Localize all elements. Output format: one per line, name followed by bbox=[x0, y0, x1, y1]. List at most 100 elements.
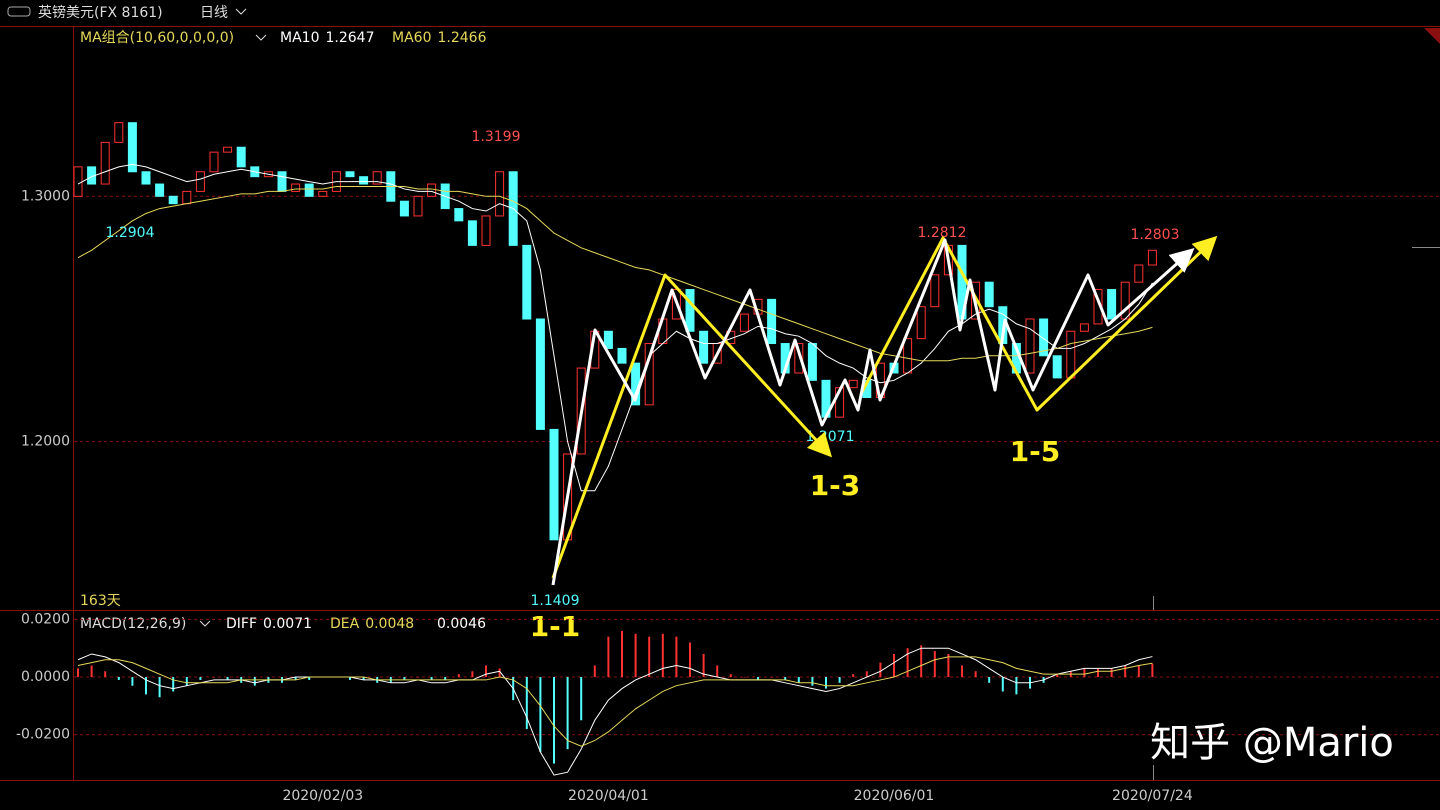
legend-name: DIFF bbox=[226, 616, 257, 632]
x-tick-label: 2020/06/01 bbox=[854, 788, 935, 804]
macd-bar bbox=[1001, 677, 1004, 692]
y-tick-label: 0.0200 bbox=[21, 611, 70, 627]
macd-bar bbox=[417, 677, 419, 678]
frame bbox=[0, 26, 1440, 781]
candle-body bbox=[617, 347, 627, 364]
candle-body bbox=[291, 183, 301, 192]
macd-bar bbox=[825, 677, 827, 689]
extreme-label: 1.1409 bbox=[531, 593, 580, 609]
macd-bar bbox=[553, 677, 555, 764]
macd-bar bbox=[607, 636, 610, 678]
candle-body bbox=[304, 183, 314, 197]
extreme-label: 1.2812 bbox=[918, 225, 967, 241]
macd-bar bbox=[471, 671, 474, 678]
ma-line bbox=[77, 185, 1153, 362]
legend-name: MA60 bbox=[392, 30, 431, 46]
macd-bar bbox=[226, 677, 229, 680]
macd-bar bbox=[1124, 665, 1127, 678]
macd-bar bbox=[253, 677, 256, 686]
legend-value: 0.0071 bbox=[263, 616, 312, 632]
legend-name: DEA bbox=[330, 616, 360, 632]
y-tick-label: -0.0200 bbox=[16, 727, 70, 743]
y-tick-label: 1.3000 bbox=[21, 188, 70, 204]
macd-title[interactable]: MACD(12,26,9) bbox=[80, 616, 186, 632]
candle-body bbox=[141, 171, 151, 185]
candle-body bbox=[236, 146, 246, 168]
macd-bar bbox=[498, 668, 501, 678]
candle-body bbox=[399, 200, 409, 217]
extreme-label: 1.2803 bbox=[1131, 227, 1180, 243]
y-tick-label: 1.2000 bbox=[21, 434, 70, 450]
macd-bar bbox=[784, 677, 787, 680]
candle-body bbox=[454, 208, 464, 222]
macd-bar bbox=[593, 665, 596, 678]
candle-body bbox=[903, 338, 913, 374]
day-count: 163天 bbox=[80, 593, 121, 609]
wave-label: 1-5 bbox=[1010, 435, 1061, 468]
macd-bar bbox=[893, 653, 895, 678]
macd-bar bbox=[879, 662, 882, 678]
macd-bar bbox=[933, 651, 936, 678]
macd-bar bbox=[294, 677, 297, 680]
macd-bar bbox=[145, 677, 147, 695]
macd-bar bbox=[199, 677, 202, 680]
legend-value: 0.0048 bbox=[365, 616, 414, 632]
x-tick-label: 2020/02/03 bbox=[282, 788, 363, 804]
candle-body bbox=[372, 171, 382, 185]
macd-bar bbox=[580, 677, 583, 721]
candle-body bbox=[481, 215, 491, 246]
macd-bar bbox=[906, 648, 909, 678]
candle-body bbox=[794, 343, 804, 374]
macd-bar bbox=[430, 677, 433, 680]
legend-value: 1.2466 bbox=[437, 30, 486, 46]
candle-body bbox=[1134, 264, 1144, 283]
link-icon bbox=[7, 6, 31, 17]
macd-bar bbox=[675, 636, 678, 678]
macd-bar bbox=[1097, 668, 1099, 678]
candle-body bbox=[767, 298, 777, 345]
macd-bar bbox=[485, 665, 487, 678]
macd-bar bbox=[131, 677, 134, 686]
extreme-label: 1.3199 bbox=[472, 129, 521, 145]
legend-value: 1.2647 bbox=[325, 30, 374, 46]
candle-body bbox=[168, 195, 178, 205]
macd-bar bbox=[1151, 663, 1154, 678]
instrument-title: 英镑美元(FX 8161) bbox=[38, 4, 163, 21]
macd-bar bbox=[621, 630, 623, 678]
macd-bar bbox=[988, 677, 991, 683]
macd-bar bbox=[865, 671, 868, 678]
macd-bar bbox=[770, 677, 773, 678]
macd-bar bbox=[852, 674, 855, 678]
candle-body bbox=[1039, 318, 1049, 357]
macd-bar bbox=[90, 665, 93, 678]
macd-bar bbox=[1056, 674, 1059, 678]
wave-label: 1-3 bbox=[810, 469, 861, 502]
candle-body bbox=[1079, 323, 1089, 332]
candle-body bbox=[114, 122, 124, 143]
indicator-name[interactable]: MA组合(10,60,0,0,0,0) bbox=[80, 30, 234, 46]
candle-body bbox=[127, 122, 137, 173]
candle-body bbox=[522, 244, 532, 320]
macd-bar bbox=[525, 677, 528, 729]
candle-body bbox=[100, 141, 110, 185]
candle-body bbox=[359, 176, 369, 185]
x-tick-label: 2020/04/01 bbox=[568, 788, 649, 804]
macd-bar bbox=[743, 677, 746, 678]
candle-body bbox=[155, 183, 165, 197]
candle-body bbox=[807, 343, 817, 381]
macd-bar bbox=[117, 677, 120, 680]
period-selector[interactable]: 日线 bbox=[200, 5, 228, 21]
candle-body bbox=[182, 190, 192, 205]
macd-bar bbox=[1083, 668, 1086, 678]
candle-body bbox=[603, 330, 613, 349]
candle-body bbox=[848, 379, 858, 389]
candle-body bbox=[549, 428, 559, 541]
macd-bar bbox=[444, 677, 447, 680]
candle-body bbox=[739, 313, 749, 332]
candle-body bbox=[685, 289, 695, 332]
candle-body bbox=[467, 220, 477, 246]
candle-body bbox=[223, 146, 233, 153]
candle-body bbox=[73, 166, 83, 197]
